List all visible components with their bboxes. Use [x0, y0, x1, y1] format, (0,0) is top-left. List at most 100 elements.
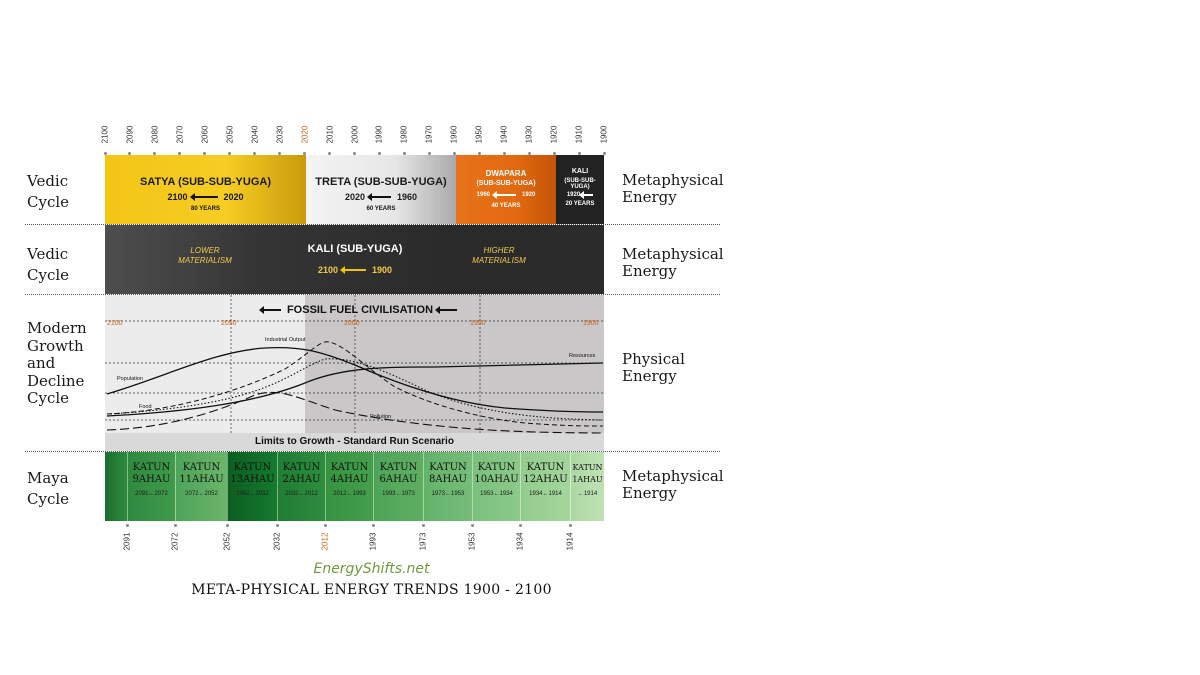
treta-duration: 60 YEARS	[366, 206, 396, 212]
bottom-year-tick: 2012	[320, 532, 330, 551]
top-year-tick: 2050	[225, 125, 235, 144]
tick-dot	[477, 152, 481, 155]
katun-cell: KATUN 13AHAU 2052←2032	[227, 452, 277, 521]
kali-sub-yuga-band: LOWER MATERIALISM KALI (SUB-YUGA) 2100 1…	[105, 225, 604, 294]
left-label-modern: Modern Growth and Decline Cycle	[27, 319, 87, 408]
dwapara-duration: 40 YEARS	[491, 203, 521, 209]
tick-dot	[253, 152, 257, 155]
arrow-left-icon	[367, 193, 391, 201]
left-label-line: Modern	[27, 319, 87, 337]
arrow-left-icon	[258, 306, 281, 314]
fossil-fuel-banner: FOSSIL FUEL CIVILISATION	[286, 304, 434, 316]
katun-range: 1993←1973	[382, 491, 415, 497]
resources-curve	[106, 362, 604, 417]
katun-cell: KATUN 4AHAU 2012←1993	[325, 452, 373, 521]
right-label-line: Energy	[622, 484, 677, 502]
satya-duration: 80 YEARS	[191, 206, 220, 212]
population-curve	[106, 346, 604, 413]
katun-name: 12AHAU	[523, 474, 568, 485]
industrial-output-curve	[106, 341, 604, 427]
katun-cell: KATUN 6AHAU 1993←1973	[373, 452, 423, 521]
bottom-year-tick: 2052	[222, 532, 232, 551]
pollution-curve	[106, 391, 604, 434]
tick-dot	[278, 152, 282, 155]
arrow-left-icon	[579, 191, 594, 199]
katun-label: KATUN	[572, 463, 603, 472]
tick-dot	[173, 524, 177, 527]
tick-dot	[323, 524, 327, 527]
right-label-line: Metaphysical	[622, 245, 724, 263]
katun-cell: KATUN 11AHAU 2072←2052	[175, 452, 227, 521]
treta-from: 2020	[344, 192, 365, 202]
row-divider	[25, 294, 720, 295]
lower-materialism-note: MATERIALISM	[178, 256, 232, 265]
katun-range: 1953←1934	[480, 491, 513, 497]
treta-segment: TRETA (SUB-SUB-YUGA) 2020 1960 60 YEARS	[306, 155, 456, 224]
left-label-vedic-2: Vedic Cycle	[27, 245, 69, 284]
katun-cell: KATUN 10AHAU 1953←1934	[472, 452, 520, 521]
katun-cell: KATUN 12AHAU 1934←1914	[520, 452, 570, 521]
bottom-year-tick: 2091	[122, 532, 132, 551]
katun-label: KATUN	[132, 462, 171, 473]
higher-materialism-note: HIGHER	[483, 246, 515, 255]
tick-dot	[518, 524, 522, 527]
population-label: Population	[117, 376, 143, 382]
arrow-left-icon	[492, 191, 516, 199]
kali-title: KALI	[571, 168, 589, 175]
left-label-line: Vedic	[27, 172, 69, 190]
tick-dot	[303, 152, 307, 155]
site-watermark: EnergyShifts.net	[313, 561, 430, 577]
katun-name: 4AHAU	[330, 474, 369, 485]
left-label-line: Cycle	[27, 193, 70, 211]
food-label: Food	[139, 404, 152, 410]
resources-label: Resources	[569, 353, 596, 359]
top-year-tick: 1990	[374, 125, 384, 144]
katun-cell: KATUN 8AHAU 1973←1953	[423, 452, 472, 521]
top-year-tick: 2030	[275, 125, 285, 144]
katun-label: KATUN	[526, 462, 565, 473]
dwapara-to: 1920	[522, 192, 536, 198]
tick-dot	[577, 152, 581, 155]
left-label-line: Growth	[27, 336, 84, 355]
treta-to: 1960	[397, 192, 418, 202]
top-year-tick: 2090	[125, 125, 135, 144]
left-label-line: Cycle	[27, 490, 70, 508]
left-label-vedic-1: Vedic Cycle	[27, 172, 69, 211]
satya-title: SATYA (SUB-SUB-YUGA)	[140, 176, 271, 188]
dwapara-from: 1960	[476, 192, 490, 198]
katun-range: 2032←2012	[285, 491, 318, 497]
right-label-row3: Physical Energy	[622, 351, 685, 385]
panel-footer-bar	[105, 433, 604, 451]
pollution-label: Pollution	[370, 414, 392, 420]
left-label-maya: Maya Cycle	[27, 469, 69, 508]
row-divider	[25, 224, 720, 225]
kali-sub-yuga-title: KALI (SUB-YUGA)	[307, 243, 403, 255]
right-label-row1: Metaphysical Energy	[622, 172, 724, 206]
limits-to-growth-caption: Limits to Growth - Standard Run Scenario	[255, 436, 454, 447]
row-divider	[25, 451, 720, 452]
bottom-year-tick: 2072	[170, 532, 180, 551]
higher-materialism-note: MATERIALISM	[472, 256, 526, 265]
tick-dot	[421, 524, 425, 527]
tick-dot	[427, 152, 431, 155]
kali-sub-yuga-from: 2100	[317, 265, 338, 275]
kali-subtitle-2: YUGA)	[570, 184, 590, 190]
top-year-tick: 1960	[449, 125, 459, 144]
right-label-line: Energy	[622, 188, 677, 206]
left-label-line: Cycle	[27, 389, 70, 407]
bottom-year-tick: 1993	[368, 532, 378, 551]
right-label-line: Physical	[622, 350, 685, 368]
tick-dot	[371, 524, 375, 527]
katun-range: ←1914	[577, 491, 598, 497]
left-label-line: Decline	[27, 371, 85, 390]
katun-range: 1934←1914	[529, 491, 562, 497]
tick-dot	[125, 524, 129, 527]
tick-dot	[103, 152, 107, 155]
katun-label: KATUN	[379, 462, 418, 473]
kali-subtitle: (SUB-SUB-	[564, 178, 596, 184]
right-label-line: Metaphysical	[622, 171, 724, 189]
tick-dot	[178, 152, 182, 155]
lower-materialism-note: LOWER	[190, 246, 220, 255]
katun-name: 13AHAU	[230, 474, 275, 485]
katun-label: KATUN	[233, 462, 272, 473]
